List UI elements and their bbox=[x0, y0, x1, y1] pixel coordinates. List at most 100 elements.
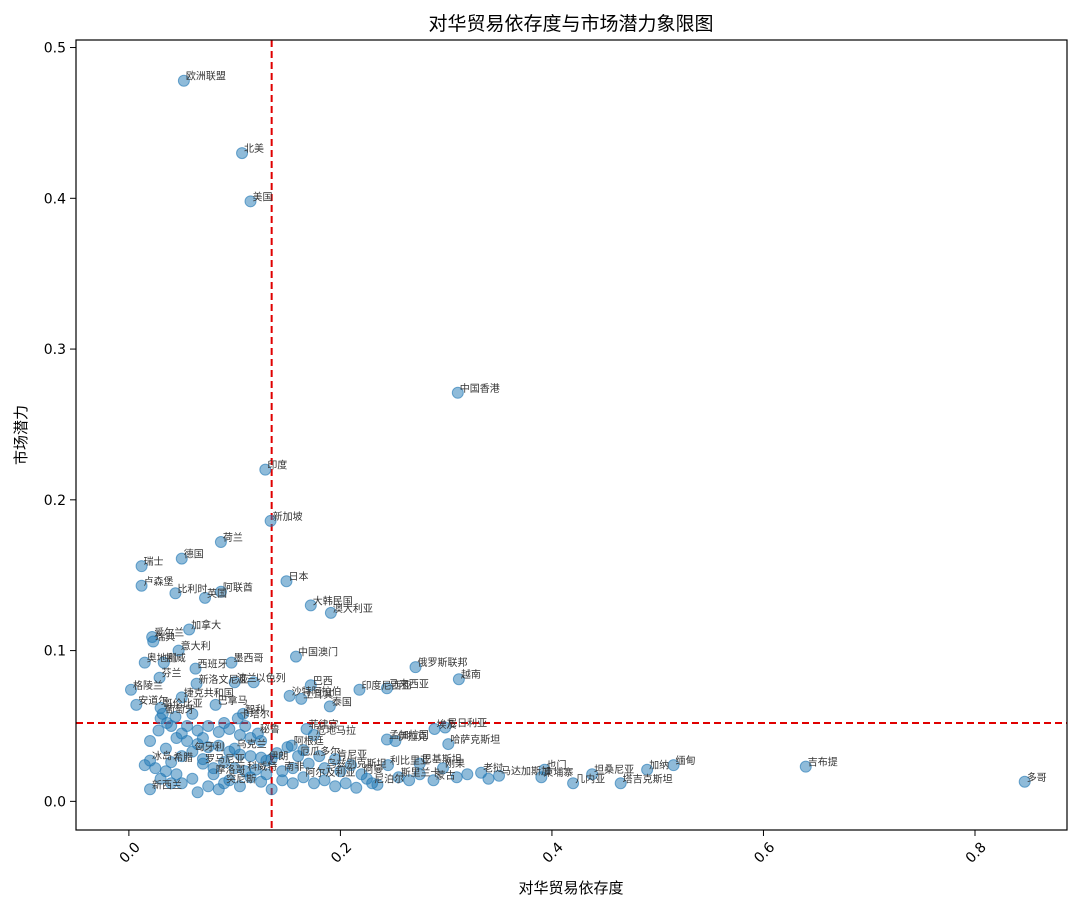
point-label: 土耳其 bbox=[303, 688, 333, 701]
point-label: 德国 bbox=[184, 548, 204, 561]
data-point bbox=[228, 742, 241, 755]
data-point bbox=[302, 757, 315, 770]
y-axis-label: 市场潜力 bbox=[12, 405, 30, 465]
data-point bbox=[214, 585, 227, 598]
x-tick-label: 0.6 bbox=[751, 839, 778, 866]
point-label: 智利 bbox=[245, 703, 265, 716]
data-point bbox=[237, 707, 250, 720]
point-label: 奥地利 bbox=[147, 652, 177, 665]
point-label: 西班牙 bbox=[198, 659, 228, 671]
data-point bbox=[186, 707, 199, 720]
point-label: 危地马拉 bbox=[316, 724, 356, 737]
plot-frame bbox=[75, 39, 1068, 831]
point-label: 科威特 bbox=[247, 760, 277, 773]
point-label: 乌克兰 bbox=[237, 738, 267, 751]
data-point bbox=[153, 671, 166, 684]
data-point bbox=[586, 768, 599, 781]
point-label: 埃及 bbox=[437, 718, 457, 731]
point-label: 秘鲁 bbox=[260, 723, 280, 736]
point-label: 突尼斯 bbox=[226, 772, 256, 785]
data-point bbox=[244, 750, 257, 763]
point-label: 中国澳门 bbox=[298, 646, 338, 659]
point-label: 新西兰 bbox=[152, 778, 182, 791]
point-label: 葡萄牙 bbox=[165, 703, 195, 716]
point-label: 罗马尼亚 bbox=[205, 754, 245, 766]
point-label: 加纳 bbox=[649, 759, 669, 772]
point-label: 利比里亚 bbox=[390, 755, 430, 767]
point-label: 尼泊尔 bbox=[374, 772, 404, 785]
data-point bbox=[427, 774, 440, 787]
data-point bbox=[409, 661, 422, 674]
data-point bbox=[169, 710, 182, 723]
point-label: 新洛文尼亚 bbox=[199, 673, 249, 686]
point-label: 马达加斯加 bbox=[501, 765, 551, 778]
point-label: 摩洛哥 bbox=[215, 763, 245, 776]
data-point bbox=[289, 650, 302, 663]
data-point bbox=[339, 777, 352, 790]
point-label: 墨西哥 bbox=[233, 653, 263, 665]
point-label: 沙特阿拉伯 bbox=[292, 685, 342, 698]
data-point bbox=[297, 771, 310, 784]
point-label: 巴拿马 bbox=[218, 694, 248, 707]
point-label: 荷兰 bbox=[223, 531, 243, 544]
data-point bbox=[292, 750, 305, 763]
data-point bbox=[218, 777, 231, 790]
data-point bbox=[270, 747, 283, 760]
data-point bbox=[196, 757, 209, 770]
data-point bbox=[283, 689, 296, 702]
point-label: 印度 bbox=[267, 459, 287, 472]
point-label: 蒙古 bbox=[435, 769, 455, 782]
y-axis: 0.0 0.1 0.2 0.3 0.4 0.5 bbox=[44, 41, 76, 810]
point-label: 美国 bbox=[253, 190, 273, 203]
data-point bbox=[334, 765, 347, 778]
data-point bbox=[260, 768, 273, 781]
x-tick-label: 0.2 bbox=[328, 840, 355, 867]
point-label: 英国 bbox=[207, 587, 227, 600]
data-point bbox=[428, 722, 441, 735]
x-tick-label: 0.0 bbox=[117, 840, 144, 867]
data-point bbox=[264, 514, 277, 527]
data-point bbox=[239, 719, 252, 732]
data-point bbox=[313, 750, 326, 763]
data-point bbox=[251, 727, 264, 740]
data-point bbox=[392, 771, 405, 784]
point-label: 北美 bbox=[244, 142, 264, 155]
point-label: 越南 bbox=[461, 668, 481, 681]
data-point bbox=[1018, 775, 1031, 788]
data-point bbox=[152, 724, 165, 737]
data-point bbox=[318, 774, 331, 787]
data-point bbox=[233, 780, 246, 793]
data-point bbox=[144, 754, 157, 767]
data-point bbox=[169, 587, 182, 600]
data-point bbox=[147, 635, 160, 648]
point-label: 安道尔 bbox=[138, 694, 168, 707]
data-point bbox=[135, 560, 148, 573]
point-label: 几内亚 bbox=[575, 772, 605, 785]
data-point bbox=[389, 735, 402, 748]
data-point bbox=[135, 579, 148, 592]
x-axis: 0.0 0.2 0.4 0.6 0.8 bbox=[117, 830, 990, 867]
data-point bbox=[344, 759, 357, 772]
data-point bbox=[186, 772, 199, 785]
point-label: 塔吉克斯坦 bbox=[623, 772, 673, 785]
data-point bbox=[350, 781, 363, 794]
data-point bbox=[382, 759, 395, 772]
data-point bbox=[280, 575, 293, 588]
point-label: 巴基斯坦 bbox=[422, 753, 462, 766]
point-label: 尼日利亚 bbox=[447, 717, 487, 729]
data-point bbox=[225, 656, 238, 669]
point-label: 印度尼西亚 bbox=[361, 679, 411, 692]
data-point bbox=[189, 662, 202, 675]
point-label: 多哥 bbox=[1027, 771, 1047, 784]
data-point bbox=[218, 716, 231, 729]
data-point bbox=[304, 599, 317, 612]
y-tick-label: 0.3 bbox=[44, 342, 66, 358]
data-point bbox=[475, 766, 488, 779]
point-label: 澳大利亚 bbox=[333, 602, 373, 615]
point-label: 希腊 bbox=[173, 751, 193, 764]
point-label: 大韩民国 bbox=[313, 594, 353, 607]
data-point bbox=[329, 780, 342, 793]
point-label: 以色列 bbox=[256, 671, 286, 684]
data-point bbox=[286, 777, 299, 790]
